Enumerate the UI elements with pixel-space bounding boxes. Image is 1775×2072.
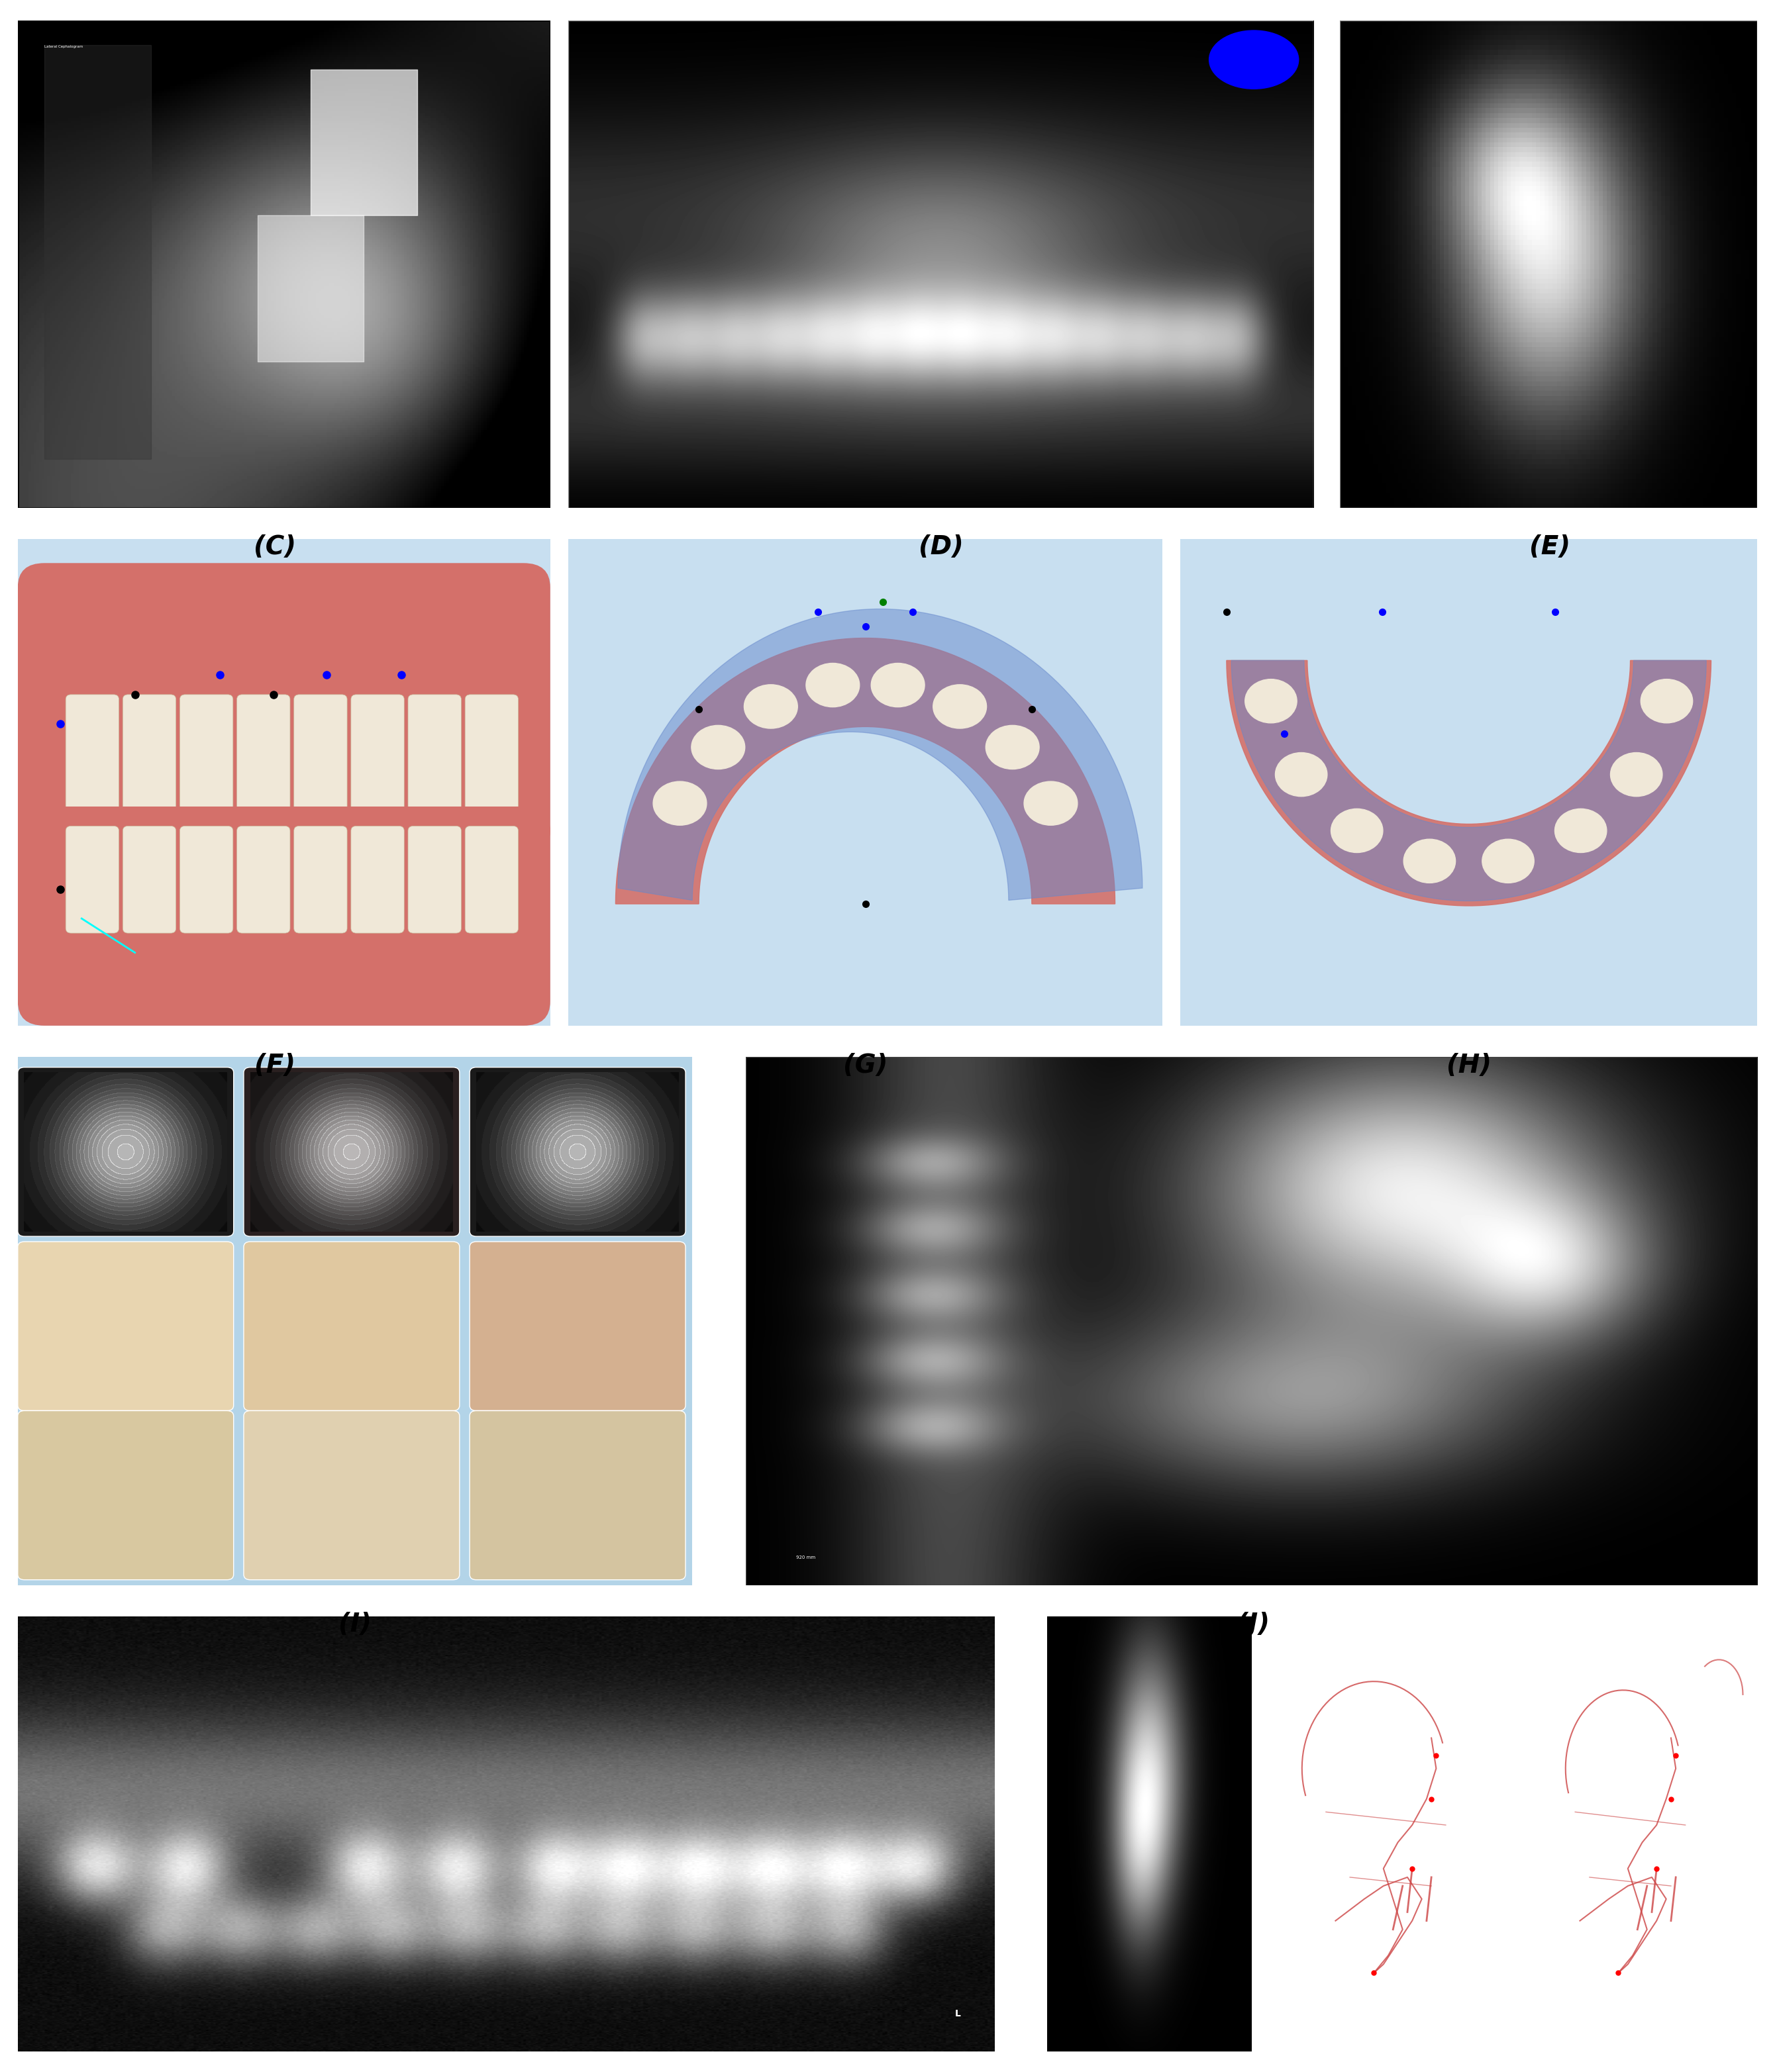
FancyBboxPatch shape bbox=[465, 827, 518, 932]
FancyBboxPatch shape bbox=[236, 827, 289, 932]
Polygon shape bbox=[618, 609, 1143, 899]
FancyBboxPatch shape bbox=[351, 827, 405, 932]
FancyBboxPatch shape bbox=[243, 1241, 460, 1411]
FancyBboxPatch shape bbox=[18, 564, 550, 856]
Circle shape bbox=[872, 663, 925, 707]
FancyBboxPatch shape bbox=[179, 827, 233, 932]
Text: (D): (D) bbox=[918, 535, 964, 559]
FancyBboxPatch shape bbox=[470, 1241, 685, 1411]
Polygon shape bbox=[1232, 661, 1706, 901]
Circle shape bbox=[1244, 680, 1298, 723]
Text: (E): (E) bbox=[1528, 535, 1571, 559]
Circle shape bbox=[1610, 752, 1663, 796]
FancyBboxPatch shape bbox=[18, 1067, 234, 1237]
FancyBboxPatch shape bbox=[295, 694, 348, 827]
Text: (J): (J) bbox=[1237, 1612, 1269, 1637]
FancyBboxPatch shape bbox=[408, 694, 461, 827]
Circle shape bbox=[985, 725, 1038, 769]
FancyBboxPatch shape bbox=[243, 1067, 460, 1237]
FancyBboxPatch shape bbox=[122, 694, 176, 827]
FancyBboxPatch shape bbox=[470, 1411, 685, 1579]
FancyBboxPatch shape bbox=[66, 827, 119, 932]
FancyBboxPatch shape bbox=[18, 1241, 234, 1411]
Text: 920 mm: 920 mm bbox=[795, 1556, 815, 1560]
FancyBboxPatch shape bbox=[18, 806, 550, 1026]
Text: (C): (C) bbox=[254, 535, 296, 559]
Text: Lateral Cephalogram: Lateral Cephalogram bbox=[44, 46, 83, 48]
FancyBboxPatch shape bbox=[66, 694, 119, 827]
Circle shape bbox=[1331, 808, 1383, 852]
Text: (F): (F) bbox=[254, 1053, 296, 1077]
Circle shape bbox=[1640, 680, 1693, 723]
FancyBboxPatch shape bbox=[295, 827, 348, 932]
Text: L: L bbox=[955, 2010, 960, 2018]
Circle shape bbox=[1555, 808, 1606, 852]
Circle shape bbox=[1482, 839, 1534, 883]
Circle shape bbox=[653, 781, 706, 825]
FancyBboxPatch shape bbox=[465, 694, 518, 827]
Circle shape bbox=[744, 684, 797, 729]
FancyBboxPatch shape bbox=[18, 1411, 234, 1579]
Text: (I): (I) bbox=[339, 1612, 371, 1637]
Circle shape bbox=[1404, 839, 1456, 883]
FancyBboxPatch shape bbox=[408, 827, 461, 932]
FancyBboxPatch shape bbox=[236, 694, 289, 827]
Circle shape bbox=[692, 725, 745, 769]
Text: (G): (G) bbox=[843, 1053, 888, 1077]
Circle shape bbox=[1209, 31, 1299, 89]
FancyBboxPatch shape bbox=[122, 827, 176, 932]
Circle shape bbox=[1024, 781, 1077, 825]
Text: (H): (H) bbox=[1447, 1053, 1491, 1077]
Circle shape bbox=[934, 684, 987, 729]
Polygon shape bbox=[1227, 661, 1711, 905]
FancyBboxPatch shape bbox=[470, 1067, 685, 1237]
Circle shape bbox=[806, 663, 859, 707]
Polygon shape bbox=[616, 638, 1115, 903]
Circle shape bbox=[1274, 752, 1328, 796]
FancyBboxPatch shape bbox=[179, 694, 233, 827]
FancyBboxPatch shape bbox=[243, 1411, 460, 1579]
FancyBboxPatch shape bbox=[351, 694, 405, 827]
